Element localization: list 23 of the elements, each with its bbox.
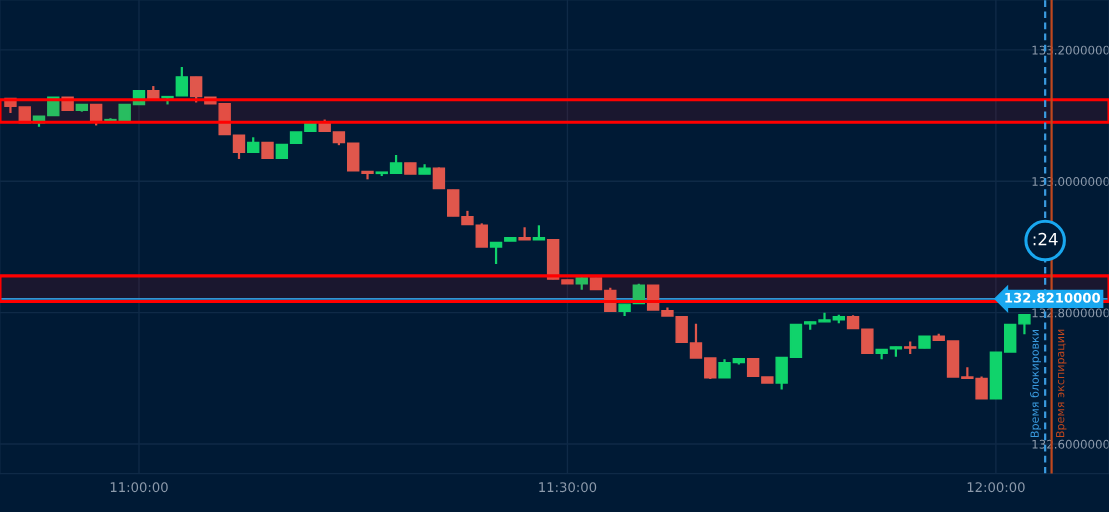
candlestick [689, 322, 703, 360]
ref-line-label: Время блокировки [1030, 329, 1041, 437]
ref-line-label: Время экспирации [1056, 329, 1067, 437]
candlestick [432, 166, 446, 190]
candlestick [232, 134, 246, 161]
candlestick [189, 75, 203, 104]
candlestick [389, 153, 403, 175]
candlestick [475, 222, 488, 249]
candlestick [704, 356, 717, 381]
ref-line-label: 132.8210000 [1005, 292, 1101, 303]
candlestick [718, 358, 731, 379]
candlestick [1018, 313, 1031, 336]
candlestick [818, 311, 831, 323]
candlestick [175, 65, 189, 98]
x-tick-label: 11:00:00 [110, 482, 168, 493]
annotation: :24 [1033, 232, 1058, 246]
x-tick-label: 12:00:00 [967, 482, 1025, 493]
candlestick [89, 103, 103, 127]
candlestick [604, 286, 617, 313]
x-tick-label: 11:30:00 [539, 482, 597, 493]
candlestick [489, 241, 503, 266]
candlestick [518, 226, 531, 241]
candlestick [47, 96, 60, 117]
